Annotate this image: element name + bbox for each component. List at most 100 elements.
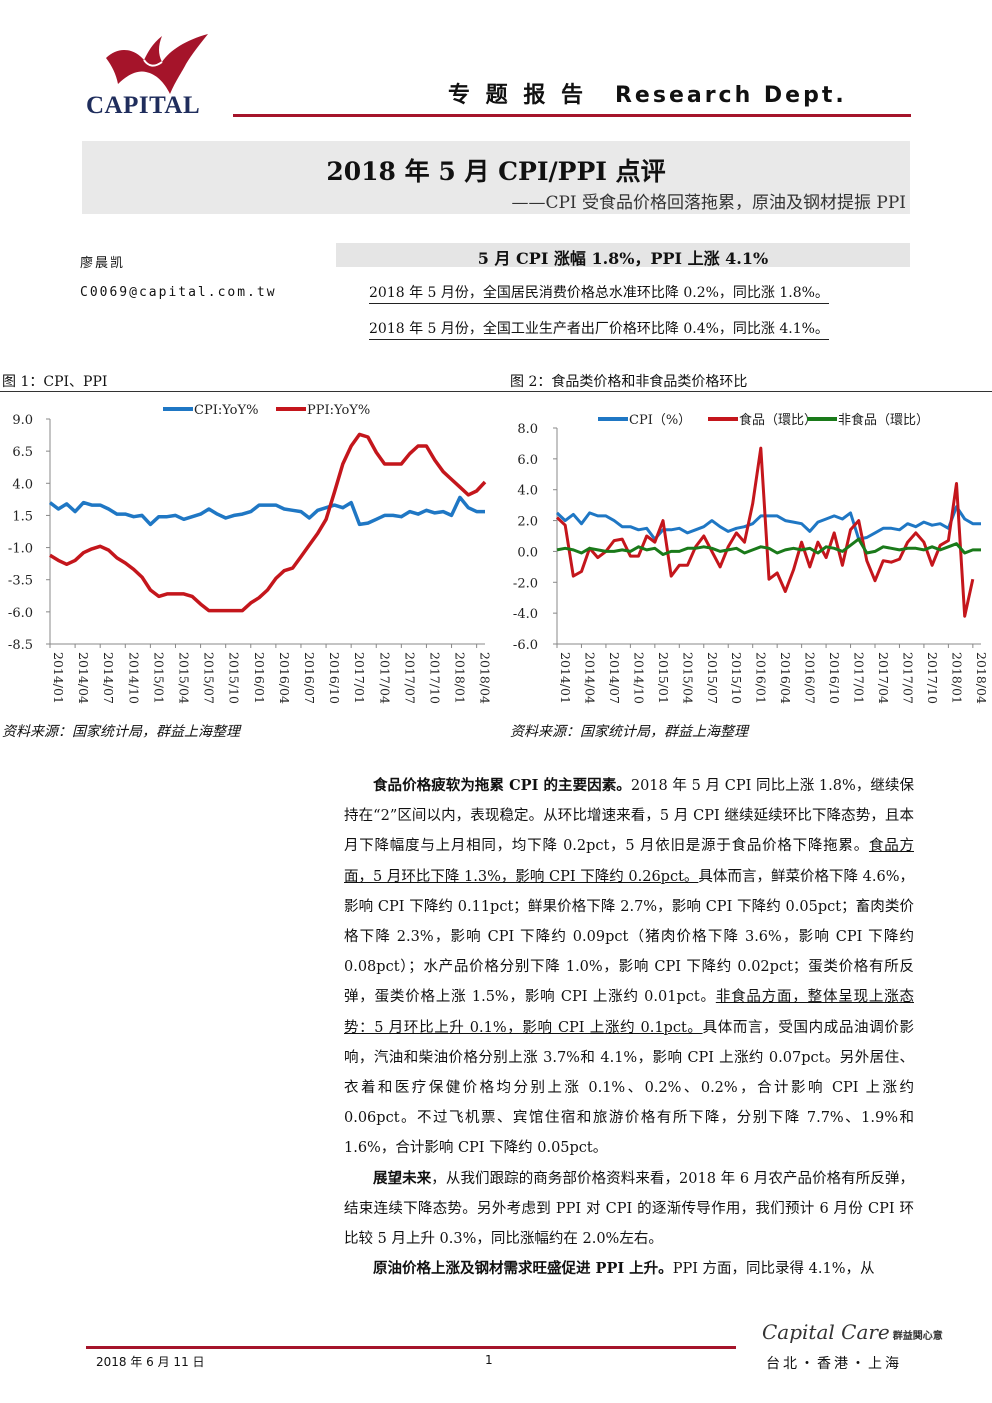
paragraph-outlook: 展望未来，从我们跟踪的商务部价格资料来看，2018 年 6 月农产品价格有所反弹… (344, 1164, 914, 1255)
y-tick-label: 2.0 (517, 515, 538, 530)
body-text: 食品价格疲软为拖累 CPI 的主要因素。2018 年 5 月 CPI 同比上涨 … (344, 771, 914, 1284)
x-tick-label: 2017/04 (377, 652, 392, 704)
y-tick-label: 1.5 (12, 509, 33, 524)
eagle-logo-icon (106, 34, 208, 94)
series-line-3 (556, 537, 981, 556)
y-tick-label: -8.5 (8, 638, 33, 653)
summary-line-1: 2018 年 5 月份，全国居民消费价格总水准环比降 0.2%，同比涨 1.8%… (369, 282, 829, 304)
highlight-band (336, 243, 910, 267)
x-tick-label: 2018/01 (949, 652, 964, 704)
footer-brand: Capital Care 群益関心意 (762, 1320, 943, 1344)
x-tick-label: 2018/04 (974, 652, 989, 704)
x-tick-label: 2014/10 (126, 652, 141, 704)
p1-text-a: 2018 年 5 月 CPI 同比上涨 1.8%，继续保持在“2”区间以内，表现… (344, 778, 914, 855)
x-tick-label: 2015/07 (202, 652, 217, 704)
x-tick-label: 2015/04 (176, 652, 191, 704)
figure1-source: 资料来源：国家统计局，群益上海整理 (2, 724, 240, 740)
x-tick-label: 2014/07 (607, 652, 622, 704)
x-tick-label: 2015/04 (680, 652, 695, 704)
series-line-1 (555, 505, 981, 541)
figure1-label: 图 1：CPI、PPI (2, 374, 108, 390)
paragraph-cpi: 食品价格疲软为拖累 CPI 的主要因素。2018 年 5 月 CPI 同比上涨 … (344, 771, 914, 1164)
x-tick-label: 2018/01 (453, 652, 468, 704)
footer-date: 2018 年 6 月 11 日 (96, 1355, 205, 1369)
y-tick-label: -3.5 (8, 574, 33, 589)
series-line-2 (555, 446, 975, 618)
x-tick-label: 2016/01 (754, 652, 769, 704)
x-tick-label: 2016/10 (827, 652, 842, 704)
y-tick-label: 4.0 (12, 477, 33, 492)
paragraph-ppi: 原油价格上涨及钢材需求旺盛促进 PPI 上升。PPI 方面，同比录得 4.1%，… (344, 1254, 914, 1284)
x-tick-label: 2017/07 (900, 652, 915, 704)
x-tick-label: 2014/01 (51, 652, 66, 704)
p1-text-b: 具体而言，鲜菜价格下降 4.6%，影响 CPI 下降约 0.11pct；鲜果价格… (344, 868, 914, 1006)
series-line-2 (49, 432, 487, 613)
p1-food-underline: 食品方面，5 月环比下降 1.3%，影响 CPI 下降约 0.26pct。 (344, 838, 914, 885)
x-tick-label: 2017/07 (402, 652, 417, 704)
x-tick-label: 2015/01 (151, 652, 166, 704)
y-tick-label: 6.0 (517, 453, 538, 468)
x-tick-label: 2016/01 (252, 652, 267, 704)
y-tick-label: -6.0 (513, 638, 538, 653)
x-tick-label: 2014/07 (101, 652, 116, 704)
y-tick-label: -1.0 (8, 542, 33, 557)
p3-text: PPI 方面，同比录得 4.1%，从 (672, 1261, 875, 1278)
x-tick-label: 2014/10 (631, 652, 646, 704)
p1-text-c: 具体而言，受国内成品油调价影响，汽油和柴油价格分别上涨 3.7%和 4.1%，影… (344, 1019, 914, 1157)
p3-heading: 原油价格上涨及钢材需求旺盛促进 PPI 上升。 (373, 1260, 673, 1278)
figure2-label: 图 2：食品类价格和非食品类价格环比 (510, 374, 748, 390)
x-tick-label: 2017/01 (852, 652, 867, 704)
brand-name: CAPITAL (86, 92, 201, 119)
cpi-ppi-chart: 9.0 6.5 4.0 1.5 -1.0 -3.5 -6.0 -8.5 2014/01 2014/… (8, 403, 493, 704)
x-tick-label: 2017/10 (925, 652, 940, 704)
x-tick-label: 2018/04 (478, 652, 493, 704)
food-nonfood-chart: 8.0 6.0 4.0 2.0 0.0 -2.0 -4.0 -6.0 2014/01 2014/0… (513, 412, 989, 704)
highlight-text: 5 月 CPI 涨幅 1.8%，PPI 上涨 4.1% (477, 249, 769, 268)
legend-label: CPI（%） (629, 413, 691, 428)
report-subtitle: ——CPI 受食品价格回落拖累，原油及钢材提振 PPI (511, 193, 906, 213)
x-tick-label: 2017/04 (876, 652, 891, 704)
p1-heading: 食品价格疲软为拖累 CPI 的主要因素。 (373, 777, 631, 794)
figure2-source: 资料来源：国家统计局，群益上海整理 (510, 724, 748, 740)
y-tick-label: -4.0 (513, 607, 538, 622)
dept-heading: 专 题 报 告 Research Dept. (448, 77, 847, 109)
p2-text: ，从我们跟踪的商务部价格资料来看，2018 年 6 月农产品价格有所反弹，结束连… (344, 1170, 915, 1248)
p1-nonfood-underline: 非食品方面，整体呈现上涨态势：5 月环比上升 0.1%，影响 CPI 上涨约 0… (344, 989, 914, 1036)
y-tick-label: 8.0 (517, 422, 538, 437)
page-number: 1 (485, 1353, 493, 1367)
legend-label: 食品（環比） (739, 412, 817, 428)
x-tick-label: 2014/04 (582, 652, 597, 704)
y-tick-label: -6.0 (8, 606, 33, 621)
legend-label: PPI:YoY% (307, 403, 370, 418)
title-band (82, 141, 910, 214)
x-tick-label: 2014/04 (76, 652, 91, 704)
figure-divider (0, 391, 992, 392)
x-tick-label: 2015/01 (656, 652, 671, 704)
x-tick-label: 2016/07 (302, 652, 317, 704)
author-email[interactable]: C0069@capital.com.tw (80, 285, 277, 300)
series-line-1 (48, 495, 485, 527)
author-name: 廖晨凯 (80, 256, 126, 271)
legend-label: CPI:YoY% (194, 403, 258, 418)
x-tick-label: 2014/01 (558, 652, 573, 704)
y-tick-label: 6.5 (12, 445, 33, 460)
footer-cities: 台北・香港・上海 (766, 1356, 902, 1372)
y-tick-label: 0.0 (517, 545, 538, 560)
footer-brand-en: Capital Care (762, 1320, 890, 1344)
header-rule (233, 114, 911, 117)
x-tick-label: 2017/10 (427, 652, 442, 704)
x-tick-label: 2015/10 (729, 652, 744, 704)
x-tick-label: 2015/10 (227, 652, 242, 704)
summary-line-2: 2018 年 5 月份，全国工业生产者出厂价格环比降 0.4%，同比涨 4.1%… (369, 318, 829, 340)
y-tick-label: 4.0 (517, 484, 538, 499)
p2-heading: 展望未来 (373, 1169, 432, 1187)
footer-rule (86, 1346, 736, 1349)
dept-en: Research Dept. (614, 83, 847, 108)
legend-label: 非食品（環比） (838, 412, 929, 428)
footer-brand-cn: 群益関心意 (892, 1331, 943, 1342)
report-title: 2018 年 5 月 CPI/PPI 点评 (326, 157, 666, 186)
x-tick-label: 2015/07 (705, 652, 720, 704)
x-tick-label: 2016/10 (327, 652, 342, 704)
x-tick-label: 2016/04 (277, 652, 292, 704)
y-tick-label: 9.0 (12, 413, 33, 428)
